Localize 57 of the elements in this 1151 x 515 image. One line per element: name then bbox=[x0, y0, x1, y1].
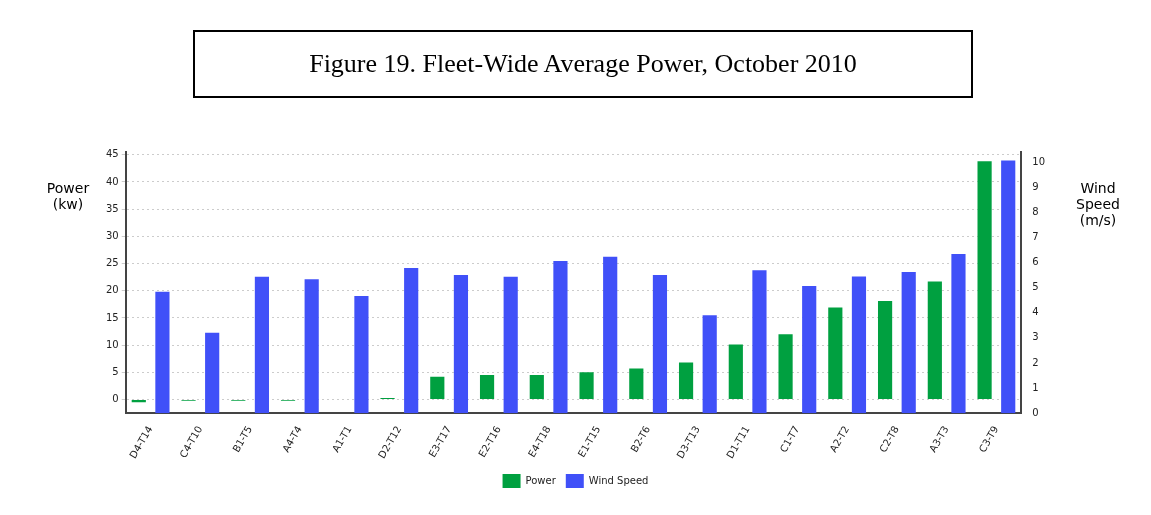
bar bbox=[901, 272, 916, 414]
bar bbox=[155, 291, 170, 414]
bar bbox=[778, 334, 793, 400]
bar bbox=[304, 279, 319, 414]
bar bbox=[479, 375, 495, 400]
y-tick-label: 35 bbox=[105, 202, 119, 214]
y-tick-label: 40 bbox=[105, 175, 119, 187]
bar bbox=[404, 268, 419, 414]
y2-tick-label: 6 bbox=[1032, 256, 1039, 268]
bar bbox=[629, 368, 644, 400]
y2-tick-label: 3 bbox=[1032, 331, 1039, 343]
bar bbox=[529, 375, 544, 400]
y-tick-label: 15 bbox=[105, 311, 119, 323]
bar bbox=[927, 281, 942, 400]
bar bbox=[603, 256, 618, 414]
y2-tick-label: 5 bbox=[1032, 281, 1039, 293]
bar bbox=[430, 376, 445, 400]
y2-axis-title: Wind Speed (m/s) bbox=[1075, 180, 1121, 228]
y-tick-label: 0 bbox=[112, 393, 119, 405]
legend-label: Wind Speed bbox=[588, 474, 649, 486]
y2-tick-label: 10 bbox=[1032, 155, 1046, 167]
bar bbox=[752, 270, 767, 414]
bar bbox=[453, 275, 469, 414]
bar bbox=[977, 161, 992, 400]
bar bbox=[828, 307, 843, 400]
bar bbox=[728, 344, 743, 400]
bar bbox=[579, 372, 594, 400]
y2-tick-label: 2 bbox=[1032, 356, 1039, 368]
y-tick-label: 20 bbox=[105, 284, 119, 296]
bar bbox=[702, 315, 717, 414]
y-tick-label: 5 bbox=[112, 365, 119, 377]
bar bbox=[851, 276, 867, 414]
bar bbox=[877, 301, 893, 400]
y-tick-label: 10 bbox=[105, 338, 119, 350]
bar bbox=[254, 276, 270, 414]
y-tick-label: 30 bbox=[105, 229, 119, 241]
y2-tick-label: 0 bbox=[1032, 406, 1039, 418]
y2-tick-label: 7 bbox=[1032, 230, 1039, 242]
bar bbox=[205, 332, 220, 414]
bar bbox=[354, 295, 369, 414]
bar bbox=[503, 276, 518, 414]
bar bbox=[553, 260, 568, 414]
y-tick-label: 25 bbox=[105, 257, 119, 269]
y2-tick-label: 9 bbox=[1032, 180, 1039, 192]
y2-tick-label: 4 bbox=[1032, 306, 1039, 318]
y-tick-label: 45 bbox=[105, 148, 119, 160]
y2-tick-label: 1 bbox=[1032, 381, 1039, 393]
legend-label: Power bbox=[525, 474, 557, 486]
y2-tick-label: 8 bbox=[1032, 205, 1039, 217]
bar bbox=[802, 286, 817, 414]
bar bbox=[678, 362, 694, 400]
y-axis-title: Power (kw) bbox=[45, 180, 91, 212]
bar bbox=[131, 400, 146, 403]
bar bbox=[951, 253, 966, 414]
bar bbox=[652, 275, 668, 414]
bar bbox=[1001, 160, 1016, 414]
chart-title: Figure 19. Fleet-Wide Average Power, October 2010 bbox=[193, 30, 973, 98]
